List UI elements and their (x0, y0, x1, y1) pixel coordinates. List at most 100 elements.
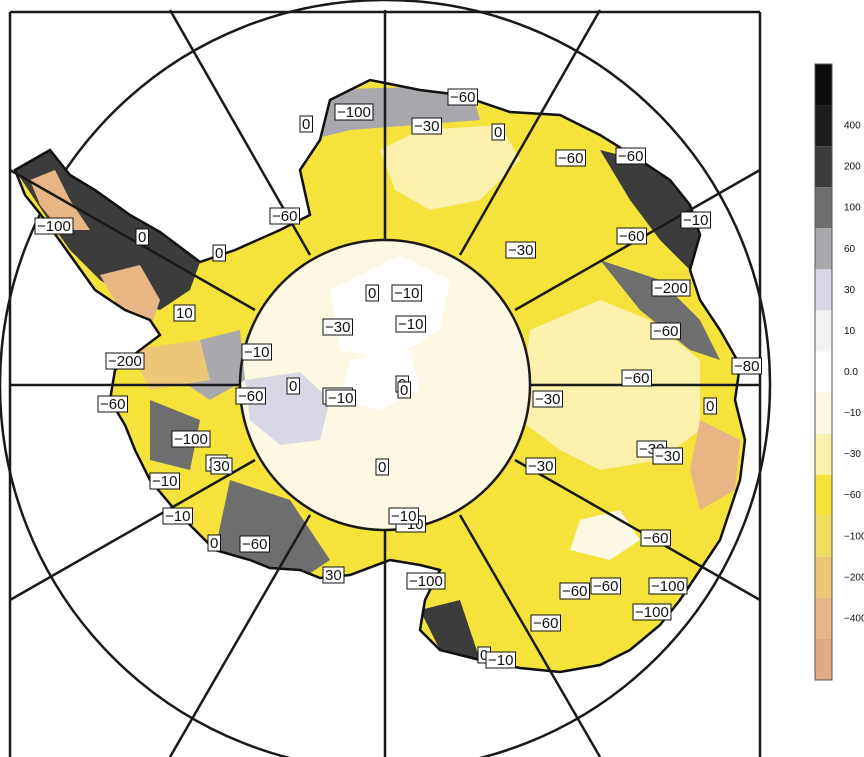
peninsula-orange-2 (100, 265, 160, 330)
frame (8, 10, 762, 757)
contour-label: −10 (241, 343, 272, 361)
svg-text:−60: −60 (593, 578, 618, 595)
contour-label: 0 (703, 397, 717, 415)
svg-text:0: 0 (706, 398, 714, 415)
contour-label: −10 (149, 472, 180, 490)
svg-text:−10: −10 (683, 212, 708, 229)
contour-label: −100 (171, 430, 211, 448)
contour-label: 0 (375, 458, 389, 476)
svg-text:−100: −100 (37, 218, 71, 235)
contour-label: −60 (97, 395, 128, 413)
contour-label: −60 (235, 387, 266, 405)
contour-label: −60 (590, 577, 621, 595)
svg-text:−10: −10 (391, 508, 416, 525)
contour-label: −60 (650, 322, 681, 340)
legend-swatch (815, 556, 832, 598)
legend-label: −400 (844, 613, 864, 624)
svg-text:−10: −10 (244, 344, 269, 361)
contour-label: 0 (286, 377, 300, 395)
svg-text:−30: −30 (414, 118, 439, 135)
legend-swatch (815, 351, 832, 393)
svg-text:−60: −60 (533, 615, 558, 632)
meridian-ese (514, 458, 761, 602)
east-coast-grey (600, 260, 720, 360)
contour-label: −10 (162, 507, 193, 525)
contour-label: −60 (559, 582, 590, 600)
contour-label: 0 (207, 534, 221, 552)
contour-label: −10 (680, 211, 711, 229)
contour-label: −10 (388, 507, 419, 525)
svg-text:−10: −10 (328, 390, 353, 407)
svg-text:−60: −60 (624, 370, 649, 387)
legend-label: −10 (844, 408, 861, 419)
svg-text:−10: −10 (488, 652, 513, 669)
contour-label: −10 (391, 284, 422, 302)
meridian-nne (458, 9, 602, 256)
legend-label: 400 (844, 121, 861, 132)
svg-text:−100: −100 (635, 604, 669, 621)
svg-text:0: 0 (138, 229, 146, 246)
ross-dark (215, 480, 330, 580)
svg-text:30: 30 (325, 567, 342, 584)
svg-text:−60: −60 (242, 536, 267, 553)
contour-label: −30 (322, 318, 353, 336)
color-legend: 400 200 100 60 30 10 0.0 −10 −30 −60 −100 −200 −400 (814, 63, 864, 681)
contour-label: −60 (640, 529, 671, 547)
outer-latitude-circle (0, 0, 772, 757)
contour-label: −60 (530, 614, 561, 632)
legend-swatch (815, 64, 832, 106)
contour-label: −30 (532, 390, 563, 408)
contour-label: −60 (447, 88, 478, 106)
legend-label: −30 (844, 449, 861, 460)
svg-text:−10: −10 (394, 285, 419, 302)
legend-swatch (815, 228, 832, 270)
contour-label: −30 (525, 457, 556, 475)
svg-text:−60: −60 (619, 228, 644, 245)
svg-text:−100: −100 (651, 578, 685, 595)
legend-swatch (815, 474, 832, 516)
contour-label: −100 (34, 217, 74, 235)
contour-label: 0 (135, 228, 149, 246)
svg-text:−60: −60 (558, 150, 583, 167)
svg-text:−60: −60 (562, 583, 587, 600)
meridians (9, 9, 761, 757)
svg-text:−10: −10 (165, 508, 190, 525)
legend-label: 30 (844, 285, 856, 296)
contour-label: −10 (325, 389, 356, 407)
legend-label: 60 (844, 244, 856, 255)
contour-label: −30 (505, 241, 536, 259)
contour-label: −80 (731, 357, 762, 375)
legend-swatch (815, 433, 832, 475)
svg-text:−60: −60 (653, 323, 678, 340)
svg-text:−60: −60 (618, 148, 643, 165)
svg-text:−60: −60 (238, 388, 263, 405)
legend-label: −200 (844, 572, 864, 583)
legend-label: −60 (844, 490, 861, 501)
svg-text:−60: −60 (450, 89, 475, 106)
contour-label: 30 (322, 566, 345, 584)
east-coast-orange (690, 420, 740, 510)
legend-label: −100 (844, 531, 864, 542)
svg-text:0: 0 (494, 124, 502, 141)
meridian-wnw (9, 168, 256, 312)
svg-text:10: 10 (176, 305, 193, 322)
svg-text:0: 0 (289, 378, 297, 395)
svg-text:−30: −30 (655, 448, 680, 465)
contour-label: −30 (652, 447, 683, 465)
meridian-sse (458, 514, 602, 757)
contour-label: −30 (411, 117, 442, 135)
contour-label: −100 (406, 572, 446, 590)
legend-swatch (815, 392, 832, 434)
svg-text:−30: −30 (528, 458, 553, 475)
svg-text:−200: −200 (108, 353, 142, 370)
svg-text:0: 0 (378, 459, 386, 476)
legend-frame (814, 63, 833, 681)
legend-swatch (815, 187, 832, 229)
svg-text:−10: −10 (152, 473, 177, 490)
legend-label: 10 (844, 326, 856, 337)
west-orange (130, 340, 210, 390)
svg-text:−10: −10 (398, 316, 423, 333)
graticule (0, 0, 772, 757)
legend-swatch (815, 310, 832, 352)
contour-label: 10 (173, 304, 196, 322)
